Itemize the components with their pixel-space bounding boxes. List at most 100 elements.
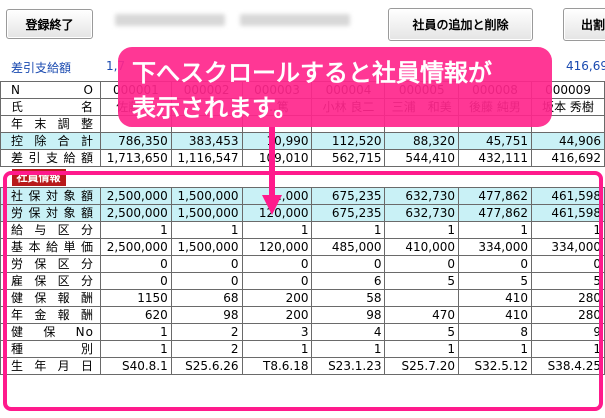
table-cell[interactable]: 2,500,000 <box>99 187 172 205</box>
table-cell[interactable]: 1 <box>311 340 386 358</box>
table-cell[interactable]: 416,692 <box>530 149 605 167</box>
add-delete-employee-button[interactable]: 社員の追加と削除 <box>388 8 533 41</box>
table-cell[interactable]: 200 <box>241 306 313 324</box>
table-cell[interactable]: 5 <box>384 272 459 290</box>
table-cell[interactable]: 45,751 <box>457 132 532 150</box>
table-cell[interactable]: 5 <box>530 272 605 290</box>
table-cell[interactable]: 485,000 <box>311 238 386 256</box>
table-cell[interactable]: 2 <box>170 340 243 358</box>
table-cell[interactable]: 544,410 <box>384 149 459 167</box>
table-cell[interactable]: S25.7.20 <box>384 357 459 375</box>
table-cell[interactable]: 432,111 <box>457 149 532 167</box>
row-label: 労保対象額 <box>0 204 101 222</box>
table-cell[interactable]: S23.1.23 <box>311 357 386 375</box>
table-cell[interactable]: 1,500,000 <box>170 204 243 222</box>
table-cell[interactable]: 675,235 <box>311 204 386 222</box>
table-cell[interactable]: T8.6.18 <box>241 357 313 375</box>
table-cell[interactable]: 6 <box>311 272 386 290</box>
table-cell[interactable]: 1 <box>457 340 532 358</box>
table-cell[interactable]: 632,730 <box>384 187 459 205</box>
table-cell[interactable]: 1 <box>530 221 605 239</box>
table-cell[interactable]: 0 <box>457 255 532 273</box>
instruction-callout: 下へスクロールすると社員情報が 表示されます。 <box>118 47 552 127</box>
table-cell[interactable]: 坂本 秀樹 <box>530 98 605 116</box>
table-cell[interactable]: 1 <box>311 221 386 239</box>
table-cell[interactable]: S25.6.26 <box>170 357 243 375</box>
table-cell[interactable]: 1 <box>99 221 172 239</box>
table-cell[interactable]: 88,320 <box>384 132 459 150</box>
table-cell[interactable]: 0 <box>311 255 386 273</box>
table-cell[interactable]: 3 <box>241 323 313 341</box>
table-cell[interactable]: 98 <box>311 306 386 324</box>
table-cell[interactable]: 1,500,000 <box>170 187 243 205</box>
table-cell[interactable]: 1,116,547 <box>170 149 243 167</box>
table-cell[interactable]: 98 <box>170 306 243 324</box>
table-row: 労保区分 0 0 0 0 0 0 0 <box>0 255 605 273</box>
table-cell[interactable]: 410 <box>457 306 532 324</box>
table-cell[interactable]: 1 <box>530 340 605 358</box>
table-cell[interactable]: 1 <box>457 221 532 239</box>
table-cell[interactable]: 470 <box>384 306 459 324</box>
table-cell[interactable]: 383,453 <box>170 132 243 150</box>
table-cell[interactable]: 477,862 <box>457 204 532 222</box>
finish-registration-button[interactable]: 登録終了 <box>6 9 93 39</box>
table-cell[interactable]: 334,000 <box>530 238 605 256</box>
table-cell[interactable]: 0 <box>99 272 172 290</box>
table-cell[interactable]: 1150 <box>99 289 172 307</box>
table-cell[interactable]: S40.8.1 <box>99 357 172 375</box>
row-label: 基本給単価 <box>0 238 101 256</box>
table-cell[interactable]: 8 <box>457 323 532 341</box>
table-cell[interactable]: S38.4.25 <box>530 357 605 375</box>
table-cell[interactable]: 44,906 <box>530 132 605 150</box>
table-cell[interactable]: 0 <box>170 272 243 290</box>
table-cell[interactable]: 1 <box>99 323 172 341</box>
table-cell[interactable]: 1 <box>241 340 313 358</box>
table-cell[interactable]: 334,000 <box>457 238 532 256</box>
table-cell[interactable]: 0 <box>241 255 313 273</box>
table-cell[interactable]: 2 <box>170 323 243 341</box>
table-cell[interactable]: 1 <box>170 221 243 239</box>
table-cell[interactable]: 477,862 <box>457 187 532 205</box>
summary-value-last: 416,692 <box>566 59 605 73</box>
table-cell[interactable]: 0 <box>241 272 313 290</box>
table-cell[interactable]: 4 <box>311 323 386 341</box>
table-cell[interactable]: 461,598 <box>530 187 605 205</box>
table-cell[interactable]: 0 <box>99 255 172 273</box>
table-cell[interactable]: 68 <box>170 289 243 307</box>
table-cell[interactable]: 1 <box>241 221 313 239</box>
table-cell[interactable]: 0 <box>170 255 243 273</box>
table-cell[interactable]: 280 <box>530 306 605 324</box>
table-cell[interactable]: 1 <box>384 340 459 358</box>
table-cell[interactable]: 1,500,000 <box>170 238 243 256</box>
table-cell[interactable]: 2,500,000 <box>99 238 172 256</box>
table-cell[interactable]: 0 <box>384 255 459 273</box>
table-cell[interactable]: 562,715 <box>311 149 386 167</box>
table-cell[interactable]: 461,598 <box>530 204 605 222</box>
table-cell[interactable]: 0 <box>530 255 605 273</box>
table-cell[interactable]: 786,350 <box>99 132 172 150</box>
table-cell[interactable]: 2,500,000 <box>99 204 172 222</box>
table-row: 雇保区分 0 0 0 6 5 5 5 <box>0 272 605 290</box>
table-cell[interactable]: 5 <box>457 272 532 290</box>
table-cell[interactable]: 1 <box>99 340 172 358</box>
table-cell[interactable]: 9 <box>530 323 605 341</box>
output-button[interactable]: 出割 <box>563 8 605 41</box>
table-cell[interactable]: 120,000 <box>241 204 313 222</box>
table-cell[interactable]: 280 <box>530 289 605 307</box>
table-cell[interactable]: 1 <box>384 221 459 239</box>
table-cell[interactable]: 632,730 <box>384 204 459 222</box>
table-cell[interactable]: 109,010 <box>241 149 313 167</box>
table-cell[interactable] <box>384 289 459 307</box>
table-cell[interactable]: 58 <box>311 289 386 307</box>
row-label: 給与区分 <box>0 221 101 239</box>
table-cell[interactable]: 120,000 <box>241 238 313 256</box>
table-cell[interactable]: 5 <box>384 323 459 341</box>
table-cell[interactable]: S32.5.12 <box>457 357 532 375</box>
table-cell[interactable]: 675,235 <box>311 187 386 205</box>
table-cell[interactable]: 1,713,650 <box>99 149 172 167</box>
table-cell[interactable]: 112,520 <box>311 132 386 150</box>
table-cell[interactable]: 410 <box>457 289 532 307</box>
table-cell[interactable]: 200 <box>241 289 313 307</box>
table-cell[interactable]: 620 <box>99 306 172 324</box>
table-cell[interactable]: 410,000 <box>384 238 459 256</box>
